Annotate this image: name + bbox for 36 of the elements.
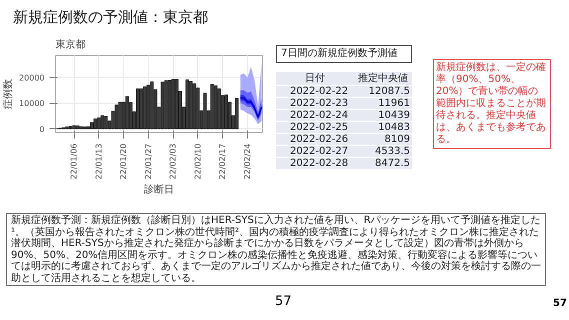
chart-subtitle: 東京都 bbox=[56, 38, 86, 50]
text: 2022-02-25 bbox=[288, 122, 350, 134]
text: 10439 bbox=[377, 110, 411, 122]
text: 7日間の新規症例数予測値 bbox=[276, 45, 412, 64]
x-tick-label: 22/02/03 bbox=[168, 143, 178, 180]
text: 8472.5 bbox=[374, 158, 411, 170]
x-tick-label: 22/01/06 bbox=[70, 143, 79, 180]
text: 57 bbox=[275, 293, 292, 311]
chart-title: 新規症例数の予測値：東京都 bbox=[13, 7, 208, 28]
text: 57 bbox=[553, 297, 567, 311]
text: 日付 bbox=[304, 72, 326, 86]
text: 12087.5 bbox=[368, 86, 411, 98]
text: 2022-02-23 bbox=[288, 98, 350, 110]
text: 2022-02-27 bbox=[288, 146, 350, 158]
x-tick-label: 22/02/10 bbox=[193, 143, 202, 180]
text: 2022-02-28 bbox=[288, 158, 350, 170]
text: 新規症例数予測：新規症例数（診断日別）はHER-SYSに入力された値を用い、Rパッケージを用いて予測値を推定した¹。（英国から報告されたオミクロン株の世代時間²、国内の積極的疫学調査により得られたオミクロン株に推定された潜伏期間、HER-SYSから推定された発症から診断までにかかる日数をパラメータとして設定）図の青帯は外側から90%、50%、20%信用区間を示す。オミクロン株の感染伝播性と免疫逃避、感染対策、行動変容による影響等については明示的に考慮されておらず、あくまで一定のアルゴリズムから推定された値であり、今後の対策を検討する際の一助として活用されることを想定している。 bbox=[6, 213, 546, 286]
text: 11961 bbox=[377, 98, 411, 110]
x-tick-label: 22/01/13 bbox=[94, 143, 104, 180]
text: 2022-02-24 bbox=[288, 110, 350, 122]
x-tick-label: 22/02/24 bbox=[242, 143, 252, 180]
y-tick-label: 10000 bbox=[19, 99, 45, 108]
text: 8109 bbox=[384, 134, 411, 146]
x-axis-title: 診断日 bbox=[144, 183, 174, 196]
x-tick-label: 22/01/27 bbox=[144, 143, 153, 180]
text: 2022-02-22 bbox=[288, 86, 350, 98]
y-tick-label: 0 bbox=[39, 124, 45, 134]
text: 10483 bbox=[377, 122, 411, 134]
y-tick-label: 20000 bbox=[19, 73, 45, 82]
x-tick-label: 22/01/20 bbox=[119, 143, 128, 180]
text: 新規症例数は、一定の確率（90%、50%、20%）で青い帯の幅の範囲内に収まることが期待される。推定中央値は、あくまでも参考である。 bbox=[433, 59, 551, 149]
text: 推定中央値 bbox=[357, 72, 410, 86]
y-axis-title: 症例数 bbox=[2, 79, 14, 109]
x-tick-label: 22/02/17 bbox=[218, 143, 228, 180]
text: 4533.5 bbox=[374, 146, 411, 158]
text: 2022-02-26 bbox=[288, 134, 350, 146]
